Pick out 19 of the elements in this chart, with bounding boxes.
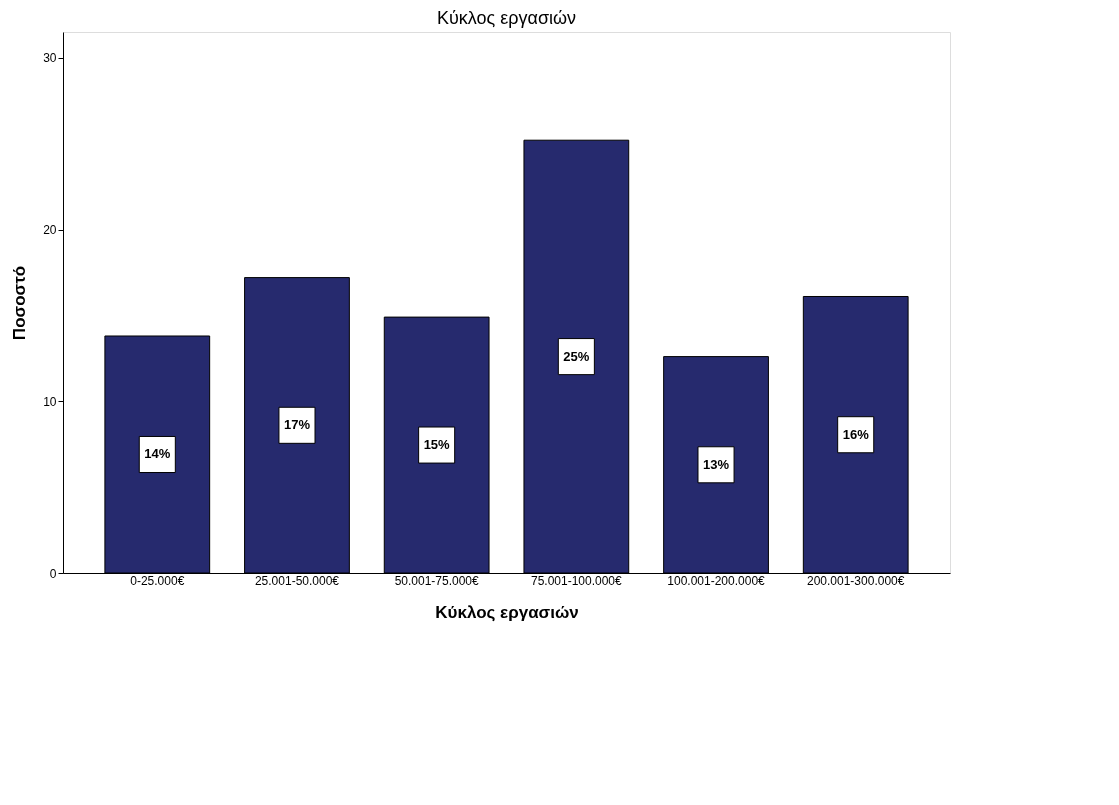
x-tick-label: 75.001-100.000€ — [530, 573, 623, 588]
data-label: 16% — [842, 426, 870, 442]
x-tick-label: 200.001-300.000€ — [806, 573, 905, 588]
x-tick-label: 25.001-50.000€ — [254, 573, 340, 588]
x-tick-label: 0-25.000€ — [130, 573, 185, 588]
data-label: 17% — [283, 417, 311, 433]
y-axis-title: Ποσοστό — [10, 265, 30, 341]
x-tick-label: 100.001-200.000€ — [667, 573, 766, 588]
y-tick-label: 0 — [49, 566, 57, 581]
y-tick-label: 30 — [43, 51, 57, 66]
x-axis-title: Κύκλος εργασιών — [435, 602, 579, 622]
y-tick-label: 10 — [43, 394, 57, 409]
data-label: 14% — [144, 446, 171, 462]
x-tick-label: 50.001-75.000€ — [394, 573, 480, 588]
data-label: 15% — [423, 437, 451, 453]
data-label: 13% — [703, 456, 730, 472]
y-tick-label: 20 — [43, 223, 57, 238]
data-label: 25% — [563, 348, 590, 364]
chart-title: Κύκλος εργασιών — [436, 8, 577, 28]
